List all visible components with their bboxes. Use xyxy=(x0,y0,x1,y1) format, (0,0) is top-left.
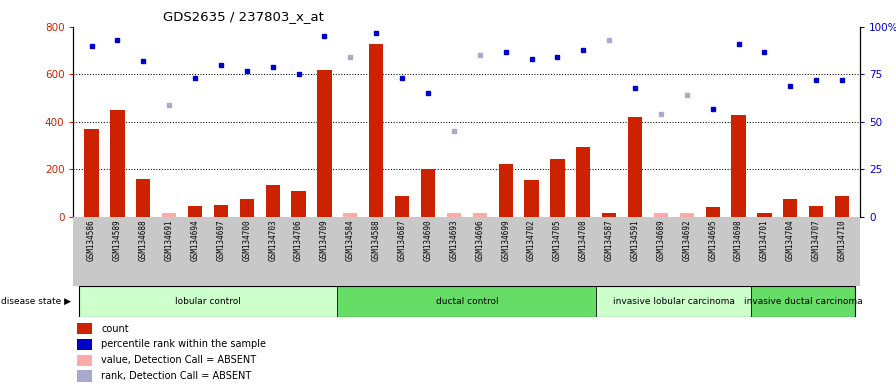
Bar xyxy=(265,185,280,217)
Text: GSM134689: GSM134689 xyxy=(657,219,666,261)
Text: GSM134589: GSM134589 xyxy=(113,219,122,261)
Bar xyxy=(421,169,435,217)
Text: GSM134703: GSM134703 xyxy=(268,219,277,261)
Bar xyxy=(447,214,461,217)
Text: GSM134698: GSM134698 xyxy=(734,219,743,261)
Bar xyxy=(188,206,202,217)
Bar xyxy=(835,196,849,217)
Text: GSM134704: GSM134704 xyxy=(786,219,795,261)
Text: GSM134705: GSM134705 xyxy=(553,219,562,261)
Text: GSM134701: GSM134701 xyxy=(760,219,769,261)
Bar xyxy=(498,164,513,217)
Bar xyxy=(84,129,99,217)
Bar xyxy=(77,354,91,366)
Bar xyxy=(338,286,596,317)
Text: GSM134708: GSM134708 xyxy=(579,219,588,261)
Bar xyxy=(576,147,590,217)
Bar xyxy=(240,199,254,217)
Text: GSM134690: GSM134690 xyxy=(424,219,433,261)
Text: GSM134700: GSM134700 xyxy=(242,219,252,261)
Bar xyxy=(136,179,151,217)
Bar xyxy=(731,115,745,217)
Bar xyxy=(705,207,719,217)
Text: GSM134691: GSM134691 xyxy=(165,219,174,261)
Bar xyxy=(317,70,332,217)
Text: GSM134591: GSM134591 xyxy=(631,219,640,261)
Bar xyxy=(680,214,694,217)
Bar xyxy=(77,371,91,382)
Bar xyxy=(783,199,797,217)
Text: GSM134687: GSM134687 xyxy=(398,219,407,261)
Text: GSM134584: GSM134584 xyxy=(346,219,355,261)
Bar xyxy=(214,205,228,217)
Text: GSM134710: GSM134710 xyxy=(838,219,847,261)
Text: value, Detection Call = ABSENT: value, Detection Call = ABSENT xyxy=(101,355,256,365)
Text: GSM134587: GSM134587 xyxy=(605,219,614,261)
Text: GSM134696: GSM134696 xyxy=(475,219,484,261)
Text: ductal control: ductal control xyxy=(435,297,498,306)
Text: GSM134702: GSM134702 xyxy=(527,219,536,261)
Bar xyxy=(395,196,409,217)
Bar xyxy=(654,214,668,217)
Text: GSM134697: GSM134697 xyxy=(217,219,226,261)
Text: GSM134693: GSM134693 xyxy=(450,219,459,261)
Bar xyxy=(628,117,642,217)
Bar xyxy=(291,191,306,217)
Text: count: count xyxy=(101,324,129,334)
Text: GSM134688: GSM134688 xyxy=(139,219,148,261)
Bar xyxy=(162,214,177,217)
Text: invasive lobular carcinoma: invasive lobular carcinoma xyxy=(613,297,735,306)
Bar xyxy=(602,214,616,217)
Bar xyxy=(596,286,752,317)
Bar xyxy=(472,214,487,217)
Text: GSM134694: GSM134694 xyxy=(191,219,200,261)
Text: GSM134586: GSM134586 xyxy=(87,219,96,261)
Text: percentile rank within the sample: percentile rank within the sample xyxy=(101,339,266,349)
Text: GSM134588: GSM134588 xyxy=(372,219,381,261)
Bar xyxy=(550,159,564,217)
Text: GSM134706: GSM134706 xyxy=(294,219,303,261)
Bar xyxy=(77,323,91,334)
Bar xyxy=(524,180,538,217)
Bar xyxy=(343,214,358,217)
Text: disease state ▶: disease state ▶ xyxy=(1,297,71,306)
Text: rank, Detection Call = ABSENT: rank, Detection Call = ABSENT xyxy=(101,371,251,381)
Text: GSM134695: GSM134695 xyxy=(708,219,717,261)
Text: GDS2635 / 237803_x_at: GDS2635 / 237803_x_at xyxy=(163,10,324,23)
Text: invasive ductal carcinoma: invasive ductal carcinoma xyxy=(744,297,863,306)
Bar xyxy=(77,339,91,350)
Bar xyxy=(110,110,125,217)
Bar xyxy=(757,214,771,217)
Bar xyxy=(79,286,338,317)
Text: GSM134707: GSM134707 xyxy=(812,219,821,261)
Text: GSM134699: GSM134699 xyxy=(501,219,510,261)
Text: GSM134709: GSM134709 xyxy=(320,219,329,261)
Text: GSM134692: GSM134692 xyxy=(682,219,692,261)
Bar xyxy=(752,286,855,317)
Text: lobular control: lobular control xyxy=(175,297,241,306)
Bar xyxy=(369,43,383,217)
Bar xyxy=(809,206,823,217)
